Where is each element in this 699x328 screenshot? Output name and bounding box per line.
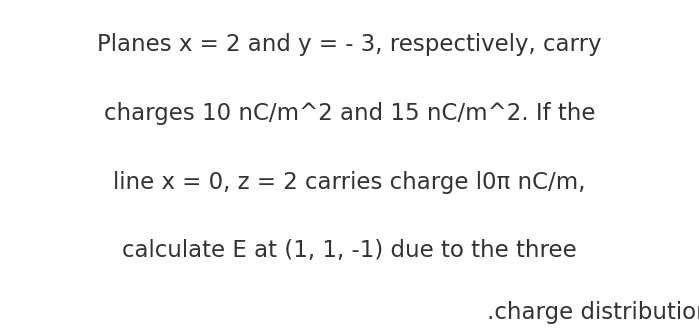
Text: calculate E at (1, 1, -1) due to the three: calculate E at (1, 1, -1) due to the thr… <box>122 239 577 262</box>
Text: .charge distributions: .charge distributions <box>487 301 699 324</box>
Text: charges 10 nC/m^2 and 15 nC/m^2. If the: charges 10 nC/m^2 and 15 nC/m^2. If the <box>103 102 596 125</box>
Text: line x = 0, z = 2 carries charge l0π nC/m,: line x = 0, z = 2 carries charge l0π nC/… <box>113 171 586 194</box>
Text: Planes x = 2 and y = - 3, respectively, carry: Planes x = 2 and y = - 3, respectively, … <box>97 33 602 56</box>
